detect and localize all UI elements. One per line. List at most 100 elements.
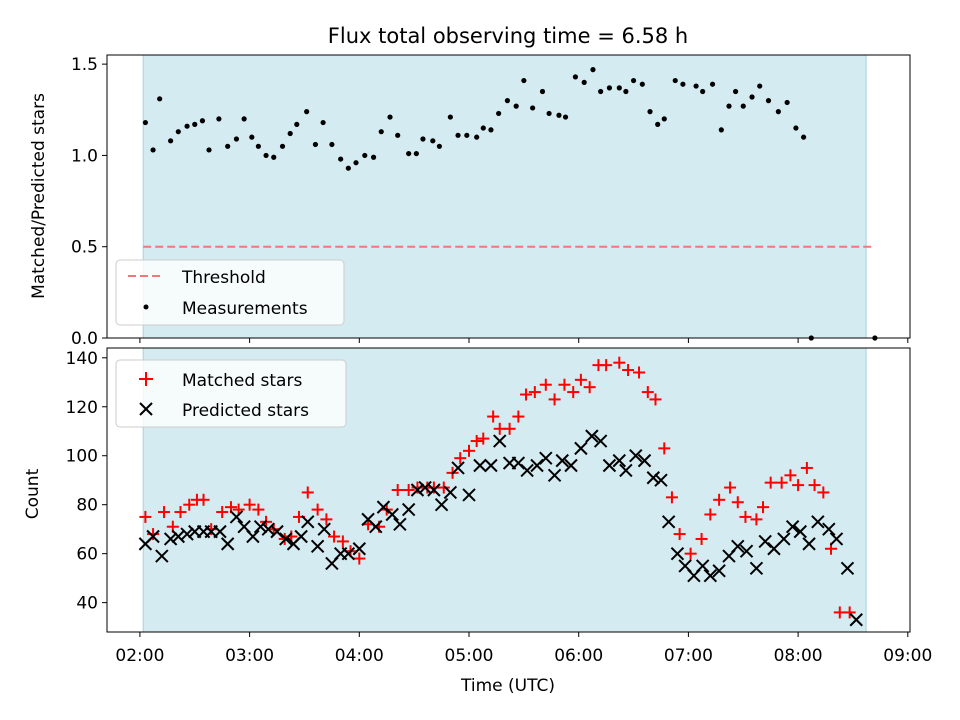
- predicted-point: [777, 532, 791, 546]
- matched-point: [808, 479, 821, 492]
- predicted-point-b: [146, 529, 160, 544]
- predicted-point: [213, 524, 227, 539]
- matched-point: [750, 513, 763, 526]
- measurement-point: [749, 94, 755, 100]
- measurement-point: [530, 105, 536, 111]
- predicted-point-b: [731, 539, 745, 554]
- measurement-point: [700, 88, 706, 95]
- matched-point: [336, 535, 349, 548]
- predicted-point-b: [493, 434, 507, 448]
- predicted-point-b: [703, 568, 718, 583]
- predicted-point-b: [654, 473, 668, 487]
- predicted-point: [155, 549, 169, 563]
- predicted-point-b: [547, 468, 562, 483]
- matched-point: [764, 476, 777, 489]
- predicted-point: [520, 463, 534, 478]
- predicted-point: [294, 529, 308, 544]
- predicted-point-b: [564, 458, 578, 473]
- predicted-point-b: [574, 441, 588, 456]
- count-xtick-label: 02:00: [115, 646, 164, 666]
- predicted-point-b: [393, 517, 407, 531]
- predicted-point: [564, 458, 578, 473]
- predicted-point: [629, 449, 643, 463]
- legend-measurements-label: Measurements: [182, 299, 308, 319]
- predicted-point-b: [695, 559, 710, 573]
- measurement-point: [757, 83, 763, 89]
- matched-point: [757, 501, 770, 514]
- predicted-point-b: [646, 471, 661, 485]
- count-xtick-label: 05:00: [445, 646, 494, 666]
- predicted-point-b: [619, 463, 633, 478]
- matched-point: [724, 481, 737, 494]
- measurement-point: [320, 119, 326, 126]
- predicted-point: [822, 522, 836, 536]
- measurement-point: [474, 134, 480, 140]
- measurement-point: [192, 121, 198, 127]
- predicted-point: [146, 529, 160, 544]
- predicted-point-b: [793, 524, 808, 539]
- matched-point: [402, 484, 415, 496]
- measurement-point: [353, 160, 359, 166]
- measurement-point: [216, 116, 222, 122]
- measurement-point: [740, 103, 746, 109]
- measurement-point: [623, 88, 629, 95]
- predicted-point-b: [811, 515, 825, 529]
- predicted-point-b: [410, 483, 425, 497]
- measurement-point: [800, 134, 807, 140]
- ratio-ytick-label: 0.0: [71, 329, 98, 349]
- predicted-point: [695, 559, 710, 573]
- predicted-point-b: [301, 515, 315, 529]
- measurement-point: [279, 143, 286, 149]
- predicted-point-b: [473, 458, 487, 473]
- matched-point: [704, 508, 717, 521]
- measurement-point: [436, 143, 442, 149]
- predicted-point: [253, 520, 268, 534]
- matched-point: [463, 444, 476, 457]
- predicted-point: [670, 546, 685, 561]
- predicted-point: [849, 613, 863, 627]
- measurement-point: [294, 121, 300, 127]
- predicted-point-b: [530, 458, 544, 473]
- matched-point: [520, 388, 533, 401]
- matched-point: [600, 359, 613, 372]
- matched-point: [301, 486, 314, 499]
- predicted-point: [473, 458, 487, 473]
- predicted-point-b: [785, 520, 800, 534]
- measurement-point: [488, 127, 494, 133]
- predicted-point-b: [822, 522, 836, 536]
- matched-point: [243, 498, 256, 511]
- predicted-point-b: [246, 529, 260, 544]
- matched-point: [539, 378, 552, 391]
- predicted-point: [246, 529, 260, 544]
- predicted-point-b: [341, 546, 356, 561]
- predicted-point-b: [602, 458, 617, 473]
- matched-point: [548, 393, 561, 406]
- measurement-point: [581, 79, 587, 85]
- matched-point: [353, 552, 366, 565]
- predicted-point: [793, 524, 808, 539]
- measurement-point: [556, 112, 562, 118]
- predicted-point-b: [451, 461, 465, 475]
- matched-point: [528, 386, 541, 399]
- measurement-point: [263, 152, 269, 159]
- count-ytick-label: 120: [66, 398, 98, 418]
- predicted-point: [376, 500, 391, 514]
- measurement-point: [647, 109, 653, 115]
- matched-point: [487, 410, 500, 423]
- predicted-point: [393, 517, 407, 531]
- measurement-point: [496, 110, 502, 117]
- matched-point: [567, 386, 580, 399]
- count-ytick-label: 140: [66, 349, 98, 369]
- predicted-point-b: [777, 532, 791, 546]
- matched-point: [583, 381, 596, 394]
- measurement-point: [233, 136, 240, 142]
- measurement-point: [598, 88, 604, 95]
- measurement-point: [370, 154, 377, 160]
- measurement-point: [718, 127, 724, 133]
- predicted-point: [434, 497, 449, 512]
- matched-point: [311, 503, 324, 516]
- predicted-point-b: [849, 613, 863, 627]
- predicted-point: [712, 564, 726, 578]
- predicted-point: [220, 537, 235, 551]
